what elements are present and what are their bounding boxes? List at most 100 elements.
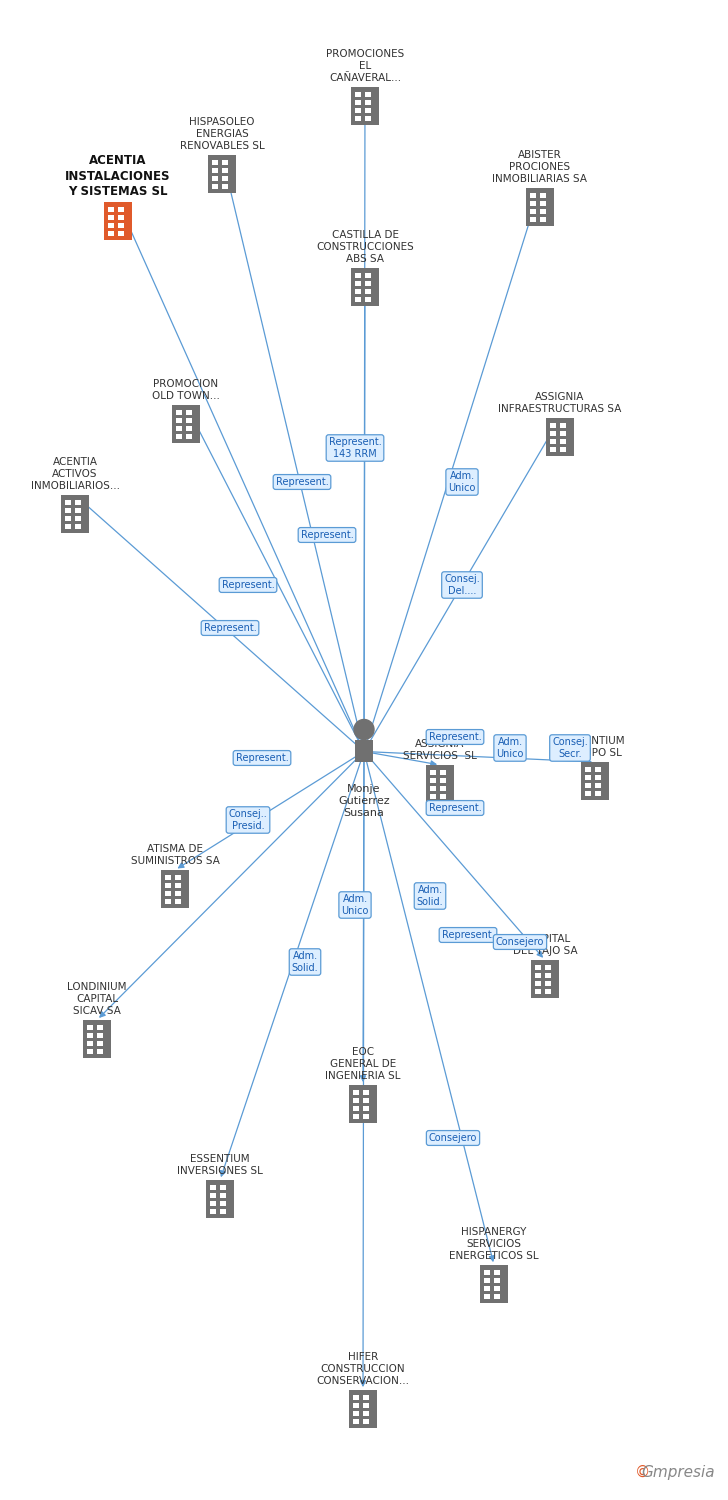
Bar xyxy=(210,1209,216,1214)
Bar xyxy=(585,766,591,772)
Bar xyxy=(176,426,182,430)
Bar xyxy=(186,410,192,416)
Bar xyxy=(494,1286,500,1292)
Text: ACENTIA
INSTALACIONES
Y SISTEMAS SL: ACENTIA INSTALACIONES Y SISTEMAS SL xyxy=(66,154,171,198)
Bar xyxy=(353,1402,359,1408)
Text: Consejero: Consejero xyxy=(429,1132,477,1143)
Bar xyxy=(585,790,591,796)
Bar xyxy=(206,1180,234,1218)
Bar xyxy=(353,1412,359,1416)
Bar xyxy=(363,1419,369,1424)
Bar xyxy=(355,92,361,98)
Bar xyxy=(108,231,114,236)
Bar xyxy=(349,1390,377,1428)
Bar xyxy=(212,168,218,172)
Bar xyxy=(351,87,379,124)
Bar xyxy=(97,1048,103,1054)
Bar xyxy=(212,176,218,181)
Bar xyxy=(530,209,536,214)
Bar xyxy=(353,1090,359,1095)
Bar xyxy=(530,217,536,222)
Text: Represent.: Represent. xyxy=(221,580,274,590)
Bar xyxy=(118,214,124,220)
Bar xyxy=(430,786,436,790)
Bar xyxy=(365,280,371,286)
Bar xyxy=(365,290,371,294)
Bar xyxy=(355,290,361,294)
Bar xyxy=(349,1084,377,1124)
Bar xyxy=(75,516,81,520)
Bar xyxy=(222,184,228,189)
Bar xyxy=(494,1270,500,1275)
Bar xyxy=(355,297,361,302)
Bar xyxy=(365,100,371,105)
Bar xyxy=(351,268,379,306)
Text: PROMOCIONES
EL
CAÑAVERAL...: PROMOCIONES EL CAÑAVERAL... xyxy=(326,50,404,82)
Bar xyxy=(484,1278,490,1282)
Text: Monje
Gutierrez
Susana: Monje Gutierrez Susana xyxy=(339,783,389,819)
Bar xyxy=(545,964,551,970)
Bar xyxy=(585,783,591,788)
Bar xyxy=(87,1034,93,1038)
Bar xyxy=(161,870,189,907)
Bar xyxy=(363,1090,369,1095)
Bar xyxy=(550,423,556,427)
Bar xyxy=(540,209,546,214)
Text: Adm.
Unico: Adm. Unico xyxy=(341,894,368,916)
Text: PROMOCION
OLD TOWN...: PROMOCION OLD TOWN... xyxy=(152,380,220,400)
Text: Represent.: Represent. xyxy=(429,802,481,813)
Bar xyxy=(363,1106,369,1112)
Bar xyxy=(540,194,546,198)
Bar xyxy=(104,202,132,240)
Text: HOSPITAL
DEL TAJO SA: HOSPITAL DEL TAJO SA xyxy=(513,934,577,956)
Bar xyxy=(165,884,171,888)
Text: Represent.: Represent. xyxy=(276,477,328,488)
Bar xyxy=(210,1192,216,1198)
Bar xyxy=(220,1202,226,1206)
Text: Consejero: Consejero xyxy=(496,938,545,946)
Bar xyxy=(65,509,71,513)
Bar xyxy=(546,419,574,456)
Bar xyxy=(363,1402,369,1408)
Bar xyxy=(585,776,591,780)
Bar xyxy=(595,790,601,796)
Bar xyxy=(108,214,114,220)
Bar xyxy=(365,116,371,122)
Bar xyxy=(186,419,192,423)
Bar xyxy=(530,201,536,206)
Bar xyxy=(535,974,541,978)
Text: ACENTIA
ACTIVOS
INMOBILIARIOS...: ACENTIA ACTIVOS INMOBILIARIOS... xyxy=(31,458,119,490)
Bar xyxy=(165,874,171,880)
Bar xyxy=(440,794,446,800)
Bar xyxy=(535,964,541,970)
Bar xyxy=(550,430,556,436)
Bar xyxy=(165,891,171,896)
Text: CASTILLA DE
CONSTRUCCIONES
ABS SA: CASTILLA DE CONSTRUCCIONES ABS SA xyxy=(316,230,414,264)
Text: ATISMA DE
SUMINISTROS SA: ATISMA DE SUMINISTROS SA xyxy=(130,844,219,865)
Bar xyxy=(353,1419,359,1424)
Bar xyxy=(540,217,546,222)
Bar xyxy=(353,1114,359,1119)
Bar xyxy=(430,778,436,783)
Bar xyxy=(108,207,114,212)
Bar xyxy=(212,184,218,189)
Bar xyxy=(108,224,114,228)
Bar xyxy=(87,1024,93,1030)
Bar xyxy=(65,516,71,520)
Bar xyxy=(353,1106,359,1112)
Text: HISPANERGY
SERVICIOS
ENERGETICOS SL: HISPANERGY SERVICIOS ENERGETICOS SL xyxy=(449,1227,539,1262)
Bar xyxy=(210,1202,216,1206)
Bar xyxy=(484,1286,490,1292)
Bar xyxy=(426,765,454,802)
Text: Represent.: Represent. xyxy=(236,753,288,764)
Bar xyxy=(363,1114,369,1119)
Bar xyxy=(560,430,566,436)
Bar xyxy=(545,981,551,986)
Bar xyxy=(550,447,556,452)
Bar xyxy=(480,1264,508,1304)
Text: ASSIGNIA
SERVICIOS  SL: ASSIGNIA SERVICIOS SL xyxy=(403,740,477,760)
Bar xyxy=(175,874,181,880)
Bar xyxy=(220,1185,226,1190)
Text: Gmpresia: Gmpresia xyxy=(641,1466,715,1480)
Bar xyxy=(355,116,361,122)
